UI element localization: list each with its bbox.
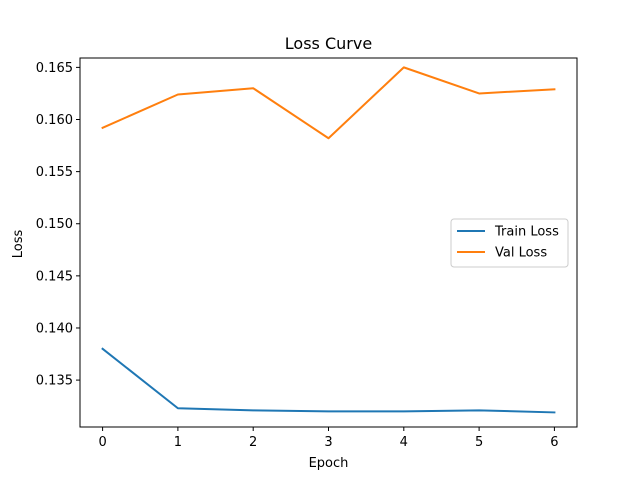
x-tick-label-0: 0 [98, 435, 106, 450]
y-tick-label-1: 0.140 [36, 321, 73, 336]
legend: Train Loss Val Loss [450, 218, 569, 268]
legend-label-train-loss: Train Loss [494, 225, 559, 240]
y-tick-label-6: 0.165 [36, 61, 73, 76]
x-tick-label-5: 5 [475, 435, 483, 450]
y-tick-label-5: 0.160 [36, 113, 73, 128]
y-tick-label-3: 0.150 [36, 217, 73, 232]
x-tick-label-3: 3 [324, 435, 332, 450]
x-tick-label-6: 6 [550, 435, 558, 450]
series-line-val-loss [101, 66, 556, 140]
plot-area: 0 1 2 3 4 5 6 0.135 0.140 0.145 0.150 0.155 0.160 0.1… [36, 57, 578, 450]
legend-label-val-loss: Val Loss [495, 246, 547, 261]
series-line-train-loss [101, 347, 556, 414]
x-tick-label-1: 1 [174, 435, 182, 450]
chart-title: Loss Curve [285, 34, 372, 53]
y-axis-label: Loss [11, 230, 26, 259]
x-tick-label-2: 2 [249, 435, 257, 450]
y-tick-label-4: 0.155 [36, 165, 73, 180]
y-tick-label-0: 0.135 [36, 374, 73, 389]
x-tick-label-4: 4 [400, 435, 408, 450]
y-tick-label-2: 0.145 [36, 269, 73, 284]
x-axis-label: Epoch [309, 456, 349, 471]
